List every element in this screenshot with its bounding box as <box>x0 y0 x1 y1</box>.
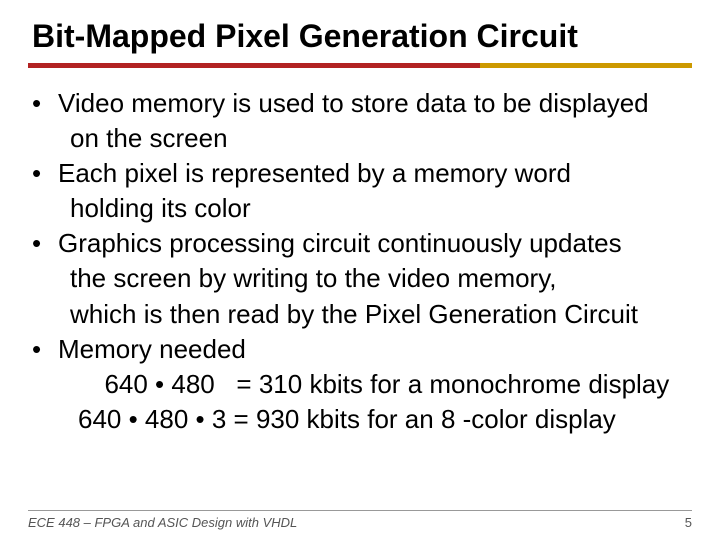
bullet-continuation: the screen by writing to the video memor… <box>30 261 692 296</box>
bullet-text: Memory needed <box>58 332 692 367</box>
bullet-item: • Graphics processing circuit continuous… <box>30 226 692 261</box>
bullet-continuation: which is then read by the Pixel Generati… <box>30 297 692 332</box>
sub-line: 640 • 480 • 3 = 930 kbits for an 8 -colo… <box>30 402 692 437</box>
bullet-continuation: on the screen <box>30 121 692 156</box>
bullet-marker-icon: • <box>30 332 58 367</box>
bullet-text: Each pixel is represented by a memory wo… <box>58 156 692 191</box>
bullet-text: Graphics processing circuit continuously… <box>58 226 692 261</box>
footer-course-label: ECE 448 – FPGA and ASIC Design with VHDL <box>28 515 297 530</box>
title-rule-inner <box>28 63 480 68</box>
bullet-item: • Memory needed <box>30 332 692 367</box>
slide-footer: ECE 448 – FPGA and ASIC Design with VHDL… <box>28 510 692 530</box>
footer-page-number: 5 <box>685 515 692 530</box>
bullet-marker-icon: • <box>30 156 58 191</box>
slide-title: Bit-Mapped Pixel Generation Circuit <box>28 18 692 55</box>
bullet-item: • Video memory is used to store data to … <box>30 86 692 121</box>
title-rule-outer <box>28 63 692 68</box>
bullet-item: • Each pixel is represented by a memory … <box>30 156 692 191</box>
content-area: • Video memory is used to store data to … <box>28 86 692 437</box>
bullet-text: Video memory is used to store data to be… <box>58 86 692 121</box>
bullet-marker-icon: • <box>30 226 58 261</box>
slide: Bit-Mapped Pixel Generation Circuit • Vi… <box>0 0 720 540</box>
sub-line: 640 • 480 = 310 kbits for a monochrome d… <box>30 367 692 402</box>
bullet-continuation: holding its color <box>30 191 692 226</box>
bullet-marker-icon: • <box>30 86 58 121</box>
